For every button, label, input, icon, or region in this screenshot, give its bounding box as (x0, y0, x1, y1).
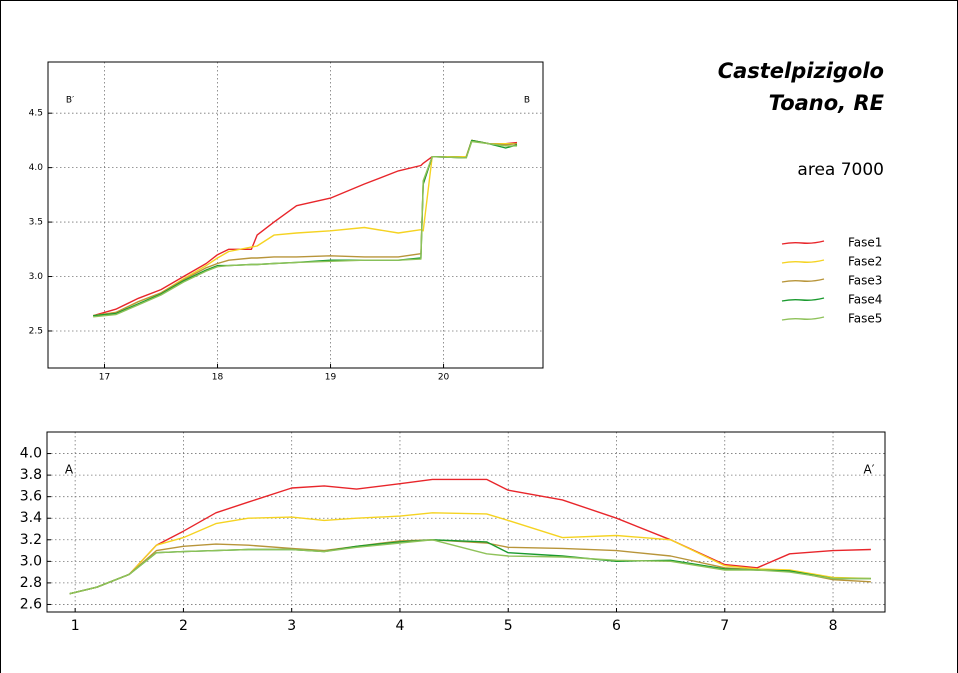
y-tick-label: 3.5 (29, 218, 43, 228)
subtitle: area 7000 (797, 160, 884, 180)
legend-label: Fase3 (848, 274, 882, 288)
title-line: Castelpizigolo (718, 59, 884, 83)
plot-area (48, 62, 543, 368)
annotation: B′ (66, 96, 74, 106)
x-tick-label: 19 (325, 373, 337, 383)
legend-swatch (781, 316, 825, 321)
title-line: Toano, RE (769, 91, 885, 115)
y-tick-label: 3.8 (20, 467, 42, 483)
x-tick-label: 5 (504, 618, 513, 634)
series-line (69, 478, 871, 595)
legend-label: Fase2 (848, 255, 882, 269)
y-tick-label: 2.5 (29, 326, 43, 336)
x-tick-label: 8 (829, 618, 838, 634)
y-tick-label: 3.0 (29, 272, 44, 282)
x-tick-label: 7 (720, 618, 729, 634)
y-tick-label: 2.6 (20, 596, 42, 612)
y-tick-label: 3.4 (20, 510, 42, 526)
plot-area (47, 432, 885, 612)
legend-swatch (781, 240, 825, 245)
y-tick-label: 3.0 (20, 553, 42, 569)
series-line (69, 539, 871, 595)
legend-swatch (781, 278, 825, 283)
series-line (93, 140, 517, 318)
legend-label: Fase4 (848, 293, 882, 307)
legend-label: Fase1 (848, 236, 882, 250)
y-tick-label: 4.0 (20, 446, 42, 462)
x-tick-label: 3 (287, 618, 296, 634)
x-tick-label: 1 (71, 618, 80, 634)
annotation: A (65, 463, 74, 477)
y-tick-label: 3.6 (20, 489, 42, 505)
x-tick-label: 20 (438, 373, 450, 383)
x-tick-label: 4 (395, 618, 404, 634)
series-line (69, 512, 871, 595)
annotation: A′ (864, 463, 875, 477)
annotation: B (524, 96, 530, 106)
plot-frame (46, 431, 886, 613)
legend-swatch (781, 297, 825, 302)
x-tick-label: 2 (179, 618, 188, 634)
x-tick-label: 17 (99, 373, 110, 383)
legend-label: Fase5 (848, 312, 882, 326)
y-tick-label: 4.5 (29, 109, 43, 119)
y-tick-label: 2.8 (20, 575, 42, 591)
legend-swatch (781, 259, 825, 264)
plot-frame (47, 61, 544, 369)
y-tick-label: 3.2 (20, 532, 42, 548)
x-tick-label: 18 (212, 373, 224, 383)
y-tick-label: 4.0 (29, 163, 44, 173)
x-tick-label: 6 (612, 618, 621, 634)
